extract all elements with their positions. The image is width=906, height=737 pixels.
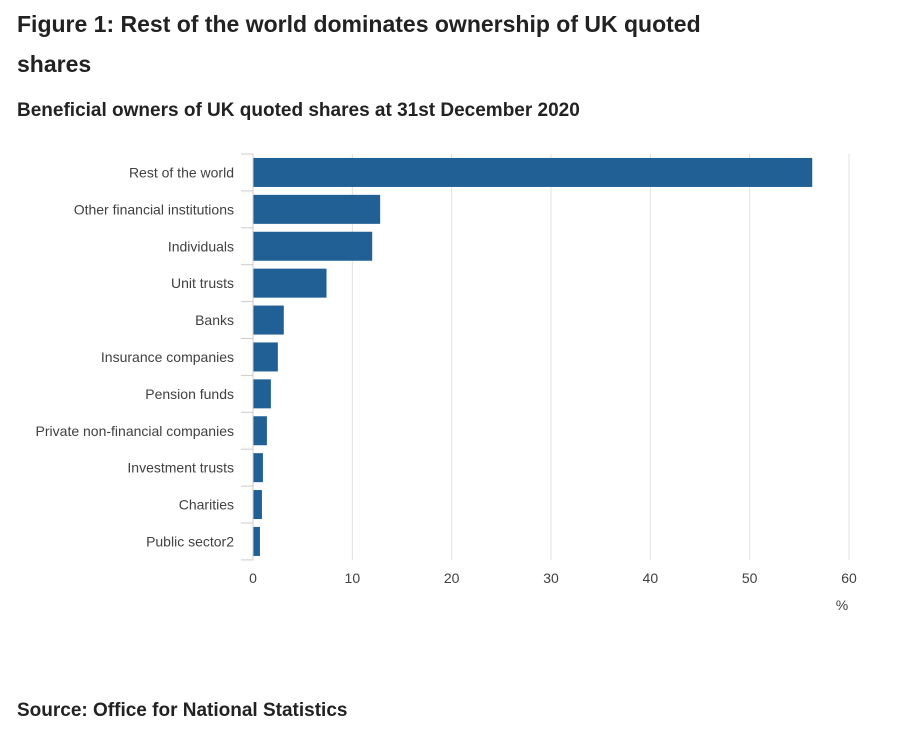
bars xyxy=(253,157,813,556)
bar-banks xyxy=(253,305,284,335)
bar-individuals xyxy=(253,231,373,261)
category-label: Charities xyxy=(179,497,234,513)
x-axis-tick-labels: 0 10 20 30 40 50 60 xyxy=(249,570,857,586)
bar-chart: Rest of the world Other financial institu… xyxy=(36,153,857,613)
x-tick-label: 60 xyxy=(841,570,857,586)
y-axis-ticks xyxy=(241,153,253,561)
category-label: Pension funds xyxy=(145,386,234,402)
category-labels: Rest of the world Other financial institu… xyxy=(36,164,235,549)
x-tick-label: 50 xyxy=(742,570,758,586)
category-label: Investment trusts xyxy=(127,460,234,476)
category-label: Insurance companies xyxy=(101,349,234,365)
category-label: Unit trusts xyxy=(171,275,234,291)
x-tick-label: 10 xyxy=(345,570,361,586)
x-tick-label: 0 xyxy=(249,570,257,586)
category-label: Banks xyxy=(195,312,234,328)
x-tick-label: 30 xyxy=(543,570,559,586)
x-tick-label: 20 xyxy=(444,570,460,586)
bar-charities xyxy=(253,490,262,520)
bar-insurance-companies xyxy=(253,342,278,372)
category-label: Private non-financial companies xyxy=(36,423,234,439)
category-label: Public sector2 xyxy=(146,533,234,549)
bar-other-financial-institutions xyxy=(253,194,381,224)
bar-investment-trusts xyxy=(253,453,263,483)
bar-private-non-financial-companies xyxy=(253,416,267,446)
category-label: Individuals xyxy=(168,238,234,254)
x-axis-label: % xyxy=(836,597,848,613)
bar-rest-of-the-world xyxy=(253,157,813,187)
chart-subtitle: Beneficial owners of UK quoted shares at… xyxy=(17,100,580,121)
bar-unit-trusts xyxy=(253,268,327,298)
bar-public-sector2 xyxy=(253,526,260,556)
gridlines xyxy=(252,154,850,560)
category-label: Other financial institutions xyxy=(74,201,234,217)
x-tick-label: 40 xyxy=(643,570,659,586)
source-note: Source: Office for National Statistics xyxy=(17,700,348,721)
category-label: Rest of the world xyxy=(129,164,234,180)
bar-pension-funds xyxy=(253,379,271,409)
chart-title: Figure 1: Rest of the world dominates ow… xyxy=(17,11,701,77)
